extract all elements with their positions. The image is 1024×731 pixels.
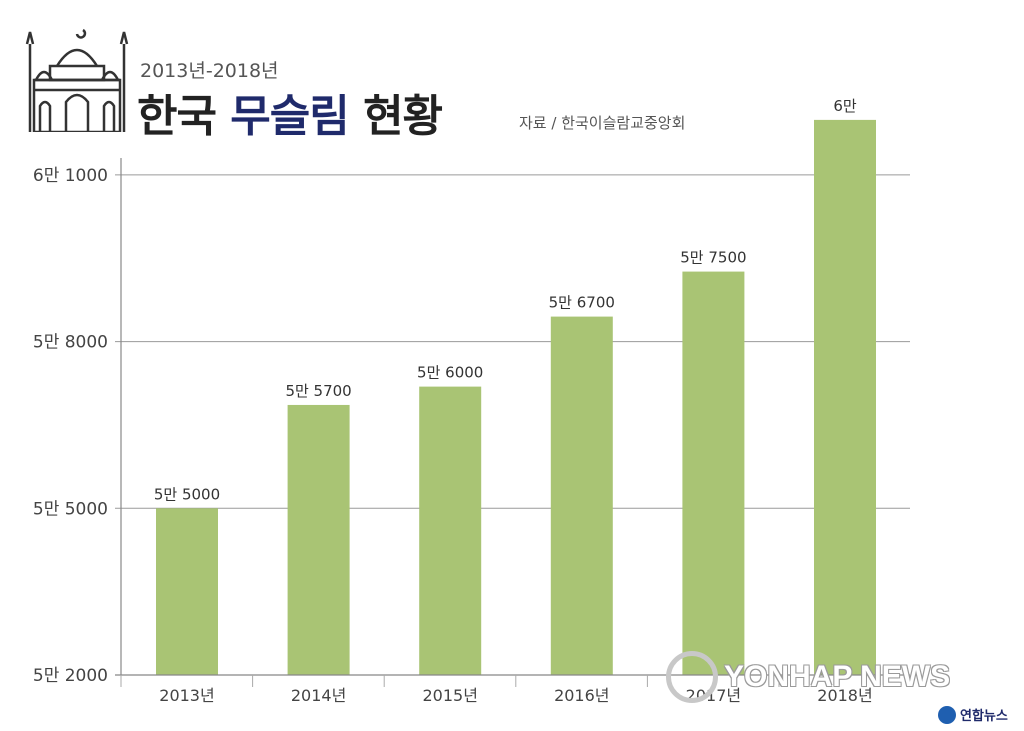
y-tick-label: 6만 1000 — [33, 166, 108, 186]
watermark: YONHAP NEWS — [666, 651, 950, 703]
x-tick-label: 2018년 — [817, 686, 872, 705]
x-tick-label: 2016년 — [554, 686, 609, 705]
watermark-text: YONHAP NEWS — [724, 660, 951, 693]
y-tick-label: 5만 5000 — [33, 499, 108, 519]
y-tick-label: 5만 2000 — [33, 666, 108, 686]
page-title: 한국 무슬림 현황 — [137, 80, 443, 144]
data-label: 5만 5700 — [285, 382, 351, 400]
bar — [419, 386, 482, 675]
data-label: 5만 5000 — [154, 485, 220, 503]
yonhap-logo-text: 연합뉴스 — [960, 709, 1008, 724]
title-highlight: 무슬림 — [230, 91, 349, 142]
x-tick-label: 2013년 — [159, 686, 214, 705]
data-label: 6만 — [833, 97, 857, 115]
mosque-icon — [25, 28, 129, 132]
bar — [156, 508, 218, 675]
bar — [814, 119, 876, 676]
yonhap-logo: 연합뉴스 — [938, 705, 1008, 724]
title-part2: 현황 — [363, 91, 443, 142]
bar — [550, 316, 613, 675]
yonhap-logo-icon — [938, 705, 956, 724]
bar — [682, 271, 745, 675]
y-tick-label: 5만 8000 — [33, 333, 108, 353]
title-part1: 한국 — [137, 91, 217, 142]
period-label: 2013년-2018년 — [140, 60, 279, 82]
data-label: 5만 7500 — [680, 249, 746, 267]
source-label: 자료 / 한국이슬람교중앙회 — [519, 114, 686, 132]
bar — [287, 404, 350, 675]
data-label: 5만 6000 — [417, 364, 483, 382]
x-tick-label: 2014년 — [291, 686, 346, 705]
data-label: 5만 6700 — [549, 294, 615, 312]
watermark-logo-icon — [666, 651, 718, 703]
x-tick-label: 2015년 — [422, 686, 477, 705]
